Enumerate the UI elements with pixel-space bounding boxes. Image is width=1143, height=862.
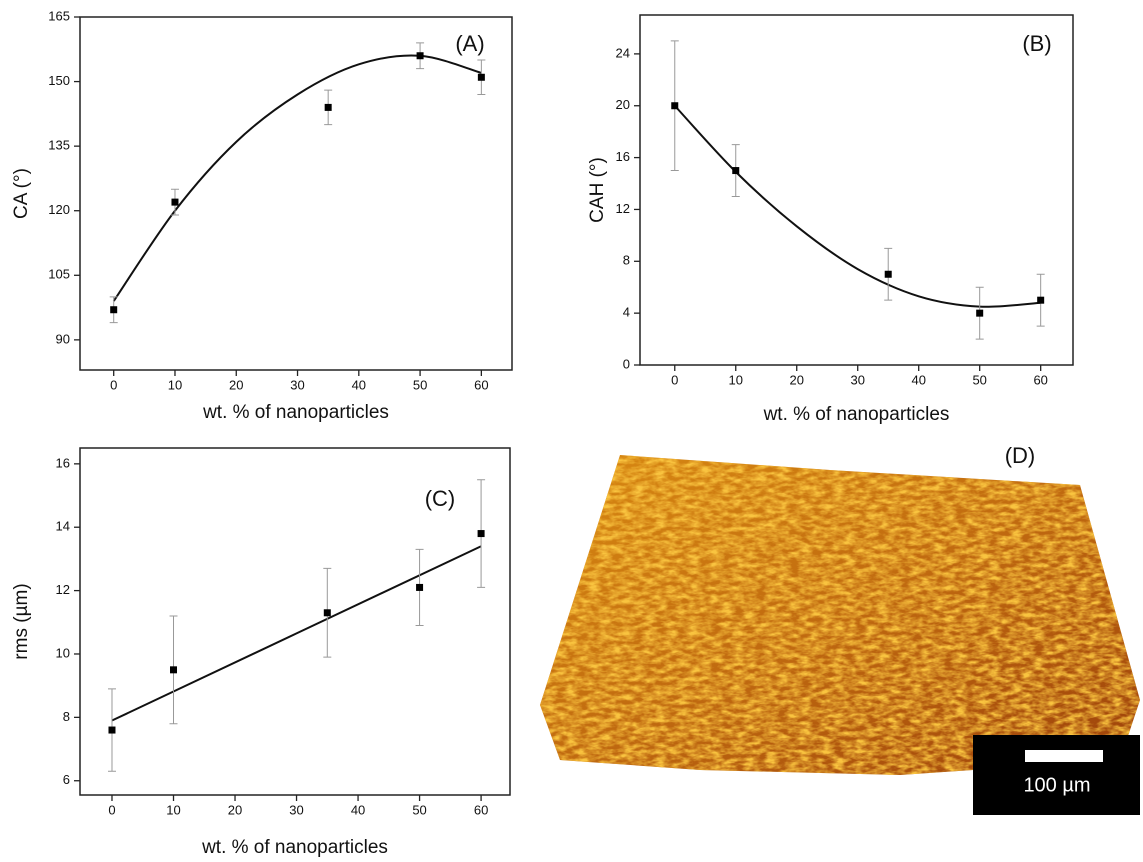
image-panel: (D) 100 µm	[540, 443, 1140, 815]
y-tick-label: 165	[48, 8, 70, 23]
x-tick-label: 0	[671, 372, 678, 387]
scale-bar	[1025, 750, 1103, 762]
y-tick-label: 90	[56, 331, 70, 346]
y-axis-label: rms (µm)	[11, 583, 32, 659]
y-tick-label: 8	[623, 253, 630, 268]
chart: 0 10 20 30 40 50 60 0 4 8 12 16 20 24 wt. % of nanopar…	[587, 15, 1073, 425]
x-axis-label: wt. % of nanoparticles	[202, 402, 389, 423]
data-point	[171, 199, 178, 206]
x-tick-label: 40	[911, 372, 925, 387]
data-point	[417, 52, 424, 59]
afm-texture	[540, 455, 1140, 775]
y-tick-label: 12	[616, 201, 630, 216]
y-tick-label: 20	[616, 97, 630, 112]
data-point	[976, 310, 983, 317]
x-tick-label: 30	[290, 377, 304, 392]
y-tick-label: 150	[48, 73, 70, 88]
panel-label: (A)	[455, 31, 484, 56]
x-tick-label: 10	[166, 802, 180, 817]
y-axis-label: CAH (°)	[587, 157, 608, 223]
x-tick-label: 0	[108, 802, 115, 817]
plot-frame	[640, 15, 1073, 365]
x-axis-label: wt. % of nanoparticles	[201, 837, 388, 858]
x-tick-label: 0	[110, 377, 117, 392]
x-axis-label: wt. % of nanoparticles	[763, 404, 950, 425]
data-point	[324, 609, 331, 616]
x-tick-label: 60	[474, 377, 488, 392]
figure: (D) 100 µm 01020304050609010512013515016…	[0, 0, 1143, 862]
x-tick-label: 20	[228, 802, 242, 817]
chart: 0 10 20 30 40 50 60 90 105 120 135 150 165 wt. % of n…	[11, 8, 512, 423]
y-tick-label: 14	[56, 519, 70, 534]
x-tick-label: 40	[351, 802, 365, 817]
x-tick-label: 50	[412, 802, 426, 817]
y-axis-label: CA (°)	[11, 168, 32, 219]
y-tick-label: 105	[48, 267, 70, 282]
y-tick-label: 8	[63, 709, 70, 724]
data-point	[885, 271, 892, 278]
data-point	[671, 102, 678, 109]
y-tick-label: 10	[56, 645, 70, 660]
data-point	[732, 167, 739, 174]
y-tick-label: 0	[623, 356, 630, 371]
x-tick-label: 40	[352, 377, 366, 392]
panel-label: (C)	[425, 486, 456, 511]
data-point	[108, 727, 115, 734]
plot-frame	[80, 17, 512, 370]
x-tick-label: 60	[474, 802, 488, 817]
y-tick-label: 16	[616, 149, 630, 164]
data-point	[325, 104, 332, 111]
y-tick-label: 135	[48, 138, 70, 153]
x-tick-label: 50	[413, 377, 427, 392]
x-tick-label: 20	[789, 372, 803, 387]
x-tick-label: 10	[168, 377, 182, 392]
fit-line	[675, 106, 1041, 307]
data-point	[478, 74, 485, 81]
y-tick-label: 24	[616, 45, 630, 60]
y-tick-label: 120	[48, 202, 70, 217]
y-tick-label: 6	[63, 772, 70, 787]
fit-line	[114, 55, 482, 301]
scale-bar-label: 100 µm	[1023, 774, 1090, 796]
y-tick-label: 12	[56, 582, 70, 597]
data-point	[478, 530, 485, 537]
data-point	[416, 584, 423, 591]
fit-line	[112, 546, 481, 720]
data-point	[170, 666, 177, 673]
y-tick-label: 16	[56, 455, 70, 470]
chart: 0 10 20 30 40 50 60 6 8 10 12 14 16 wt. % of nanopart…	[11, 448, 510, 858]
x-tick-label: 50	[972, 372, 986, 387]
y-tick-label: 4	[623, 305, 630, 320]
x-tick-label: 60	[1033, 372, 1047, 387]
x-tick-label: 10	[729, 372, 743, 387]
x-tick-label: 30	[289, 802, 303, 817]
panel-label: (B)	[1022, 31, 1051, 56]
x-tick-label: 20	[229, 377, 243, 392]
x-tick-label: 30	[850, 372, 864, 387]
data-point	[110, 306, 117, 313]
data-point	[1037, 297, 1044, 304]
panel-label: (D)	[1005, 443, 1036, 468]
